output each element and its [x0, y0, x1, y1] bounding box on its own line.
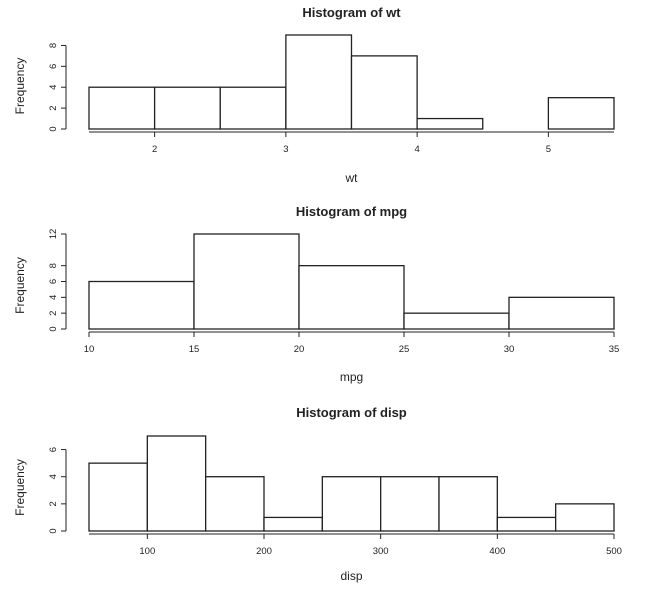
bar-disp-2 — [205, 476, 265, 532]
y-tick-label-disp-2: 2 — [48, 501, 59, 506]
x-tick-label-disp-100: 100 — [139, 546, 155, 557]
x-tick-label-mpg-25: 25 — [399, 344, 410, 355]
x-tick-label-wt-5: 5 — [546, 144, 551, 155]
y-tick-label-disp-4: 4 — [48, 474, 59, 479]
bar-disp-5 — [380, 476, 440, 532]
bar-disp-6 — [438, 476, 498, 532]
x-tick-label-mpg-20: 20 — [294, 344, 305, 355]
bar-wt-5 — [416, 117, 484, 130]
bar-mpg-1 — [193, 233, 300, 330]
x-axis-label-mpg: mpg — [340, 370, 363, 384]
y-tick-label-wt-2: 2 — [48, 105, 59, 110]
x-tick-label-disp-500: 500 — [606, 546, 622, 557]
x-tick-label-disp-200: 200 — [256, 546, 272, 557]
y-tick-label-mpg-2: 2 — [48, 311, 59, 316]
bar-wt-2 — [219, 86, 287, 130]
bar-wt-0 — [88, 86, 156, 130]
bar-wt-7 — [547, 97, 615, 130]
x-tick-label-wt-4: 4 — [414, 144, 419, 155]
chart-title-disp: Histogram of disp — [296, 405, 407, 420]
x-tick-label-wt-2: 2 — [152, 144, 157, 155]
y-tick-label-disp-0: 0 — [48, 528, 59, 533]
chart-title-mpg: Histogram of mpg — [296, 204, 407, 219]
x-tick-label-disp-400: 400 — [489, 546, 505, 557]
y-tick-label-wt-0: 0 — [48, 126, 59, 131]
chart-title-wt: Histogram of wt — [302, 5, 401, 20]
x-tick-label-disp-300: 300 — [373, 546, 389, 557]
bar-disp-8 — [555, 503, 615, 532]
x-axis-label-disp: disp — [340, 569, 362, 583]
y-tick-label-wt-4: 4 — [48, 85, 59, 90]
x-tick-label-mpg-15: 15 — [189, 344, 200, 355]
x-tick-label-wt-3: 3 — [283, 144, 288, 155]
x-tick-label-mpg-10: 10 — [84, 344, 95, 355]
y-axis-label-wt: Frequency — [13, 58, 27, 115]
bar-disp-0 — [88, 462, 148, 532]
bar-mpg-3 — [403, 312, 510, 330]
y-axis-label-disp: Frequency — [13, 459, 27, 516]
x-tick-label-mpg-35: 35 — [609, 344, 620, 355]
y-tick-label-mpg-12: 12 — [48, 229, 59, 240]
bar-disp-3 — [263, 516, 323, 532]
y-tick-label-mpg-8: 8 — [48, 263, 59, 268]
y-tick-label-disp-6: 6 — [48, 447, 59, 452]
bar-mpg-4 — [508, 296, 615, 330]
bar-wt-4 — [350, 55, 418, 130]
y-tick-label-wt-6: 6 — [48, 64, 59, 69]
bar-disp-7 — [496, 516, 557, 532]
bar-disp-1 — [146, 435, 207, 532]
bar-mpg-2 — [298, 265, 405, 330]
bar-disp-4 — [321, 476, 382, 532]
y-tick-label-mpg-0: 0 — [48, 326, 59, 331]
y-tick-label-mpg-4: 4 — [48, 295, 59, 300]
y-tick-label-mpg-6: 6 — [48, 279, 59, 284]
y-axis-label-mpg: Frequency — [13, 257, 27, 314]
x-tick-label-mpg-30: 30 — [504, 344, 515, 355]
bar-mpg-0 — [88, 280, 195, 330]
bar-wt-3 — [285, 34, 353, 130]
y-tick-label-wt-8: 8 — [48, 43, 59, 48]
bar-wt-1 — [153, 86, 221, 130]
x-axis-label-wt: wt — [345, 171, 359, 185]
